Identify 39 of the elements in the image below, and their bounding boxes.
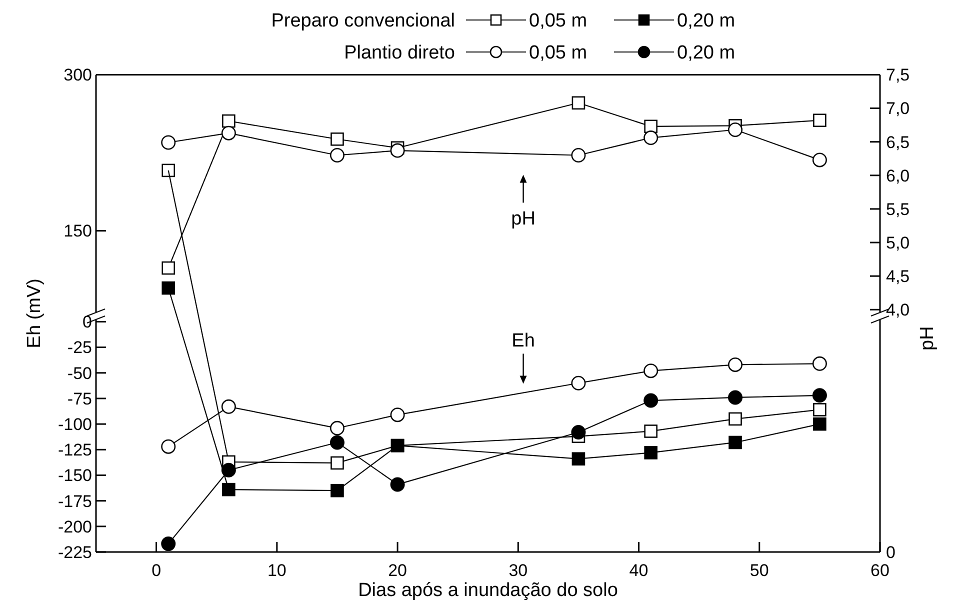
x-tick-label: 60 — [870, 561, 890, 580]
x-tick-label: 30 — [508, 561, 528, 580]
y2-tick-label: 5,0 — [886, 233, 910, 252]
y2-tick-label: 4,0 — [886, 300, 910, 320]
y2-axis-title: pH — [917, 326, 938, 350]
y2-tick-label: 6,0 — [886, 166, 910, 186]
x-tick-label: 0 — [152, 561, 162, 580]
text: Plantio direto — [344, 42, 455, 64]
legend-label: 0,05 m — [529, 42, 588, 64]
y-tick-label: -25 — [67, 338, 92, 358]
y-tick-label: -125 — [58, 440, 92, 460]
legend-label: 0,05 m — [529, 10, 588, 32]
x-axis-title: Dias após a inundação do solo — [358, 580, 618, 601]
y2-tick-label: 7,0 — [886, 99, 910, 118]
y-tick-label: -100 — [58, 415, 92, 434]
y2-tick-label: 7,5 — [886, 66, 910, 85]
x-tick-label: 10 — [267, 561, 286, 580]
y-tick-label: -75 — [67, 389, 92, 408]
y-tick-label: 300 — [64, 66, 92, 85]
annotation: Eh — [512, 330, 535, 352]
text: 0 — [886, 542, 896, 562]
y2-tick-label: 6,5 — [886, 132, 910, 152]
y-tick-label: -150 — [58, 466, 92, 486]
y-tick-label: 0 — [82, 312, 92, 332]
x-tick-label: 20 — [388, 561, 407, 580]
y2-tick-label: 5,5 — [886, 200, 910, 219]
y-tick-label: -50 — [67, 364, 92, 383]
y-tick-label: -200 — [58, 517, 92, 536]
y-tick-label: 150 — [64, 222, 92, 241]
legend-label: 0,20 m — [677, 10, 736, 32]
y-tick-label: -225 — [58, 542, 92, 562]
legend-label: 0,20 m — [677, 42, 736, 64]
text: Preparo convencional — [271, 10, 455, 32]
y2-tick-label: 4,5 — [886, 267, 910, 286]
annotation: pH — [511, 208, 536, 230]
y-tick-label: -175 — [58, 492, 92, 511]
y-axis-title: Eh (mV) — [24, 278, 45, 348]
x-tick-label: 50 — [750, 561, 769, 580]
x-tick-label: 40 — [629, 561, 648, 580]
